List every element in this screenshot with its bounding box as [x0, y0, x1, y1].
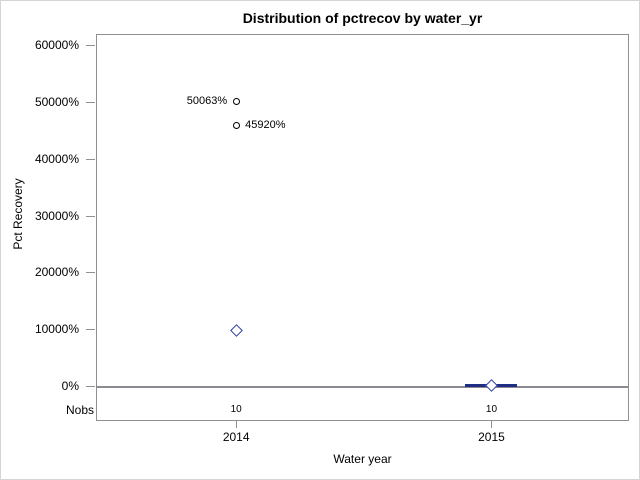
y-tick-label: 30000%: [34, 208, 79, 223]
y-tick-label: 60000%: [34, 38, 79, 52]
outlier-label: 50063%: [186, 95, 228, 108]
y-tick-mark: [86, 329, 95, 331]
x-tick-mark: [236, 421, 238, 428]
outlier-circle: [232, 121, 240, 129]
plot-area: [96, 34, 629, 421]
nobs-value: 10: [230, 404, 242, 415]
zero-reference-line: [96, 386, 629, 388]
x-tick-mark: [491, 421, 493, 428]
y-tick-label: 50000%: [34, 94, 79, 109]
outlier-label: 45920%: [245, 119, 286, 132]
x-axis-title: Water year: [333, 452, 392, 466]
y-tick-mark: [86, 158, 95, 160]
y-tick-mark: [86, 45, 95, 46]
nobs-value: 10: [485, 404, 498, 415]
outlier-circle: [232, 97, 240, 105]
nobs-row-label: Nobs: [65, 403, 94, 417]
y-tick-label: 20000%: [34, 265, 79, 280]
y-tick-label: 10000%: [34, 322, 79, 337]
y-tick-mark: [86, 101, 95, 103]
x-tick-label: 2015: [478, 430, 505, 444]
y-tick-mark: [86, 215, 95, 217]
chart-title: Distribution of pctrecov by water_yr: [242, 10, 483, 26]
y-tick-label: 0%: [61, 379, 79, 393]
y-tick-label: 40000%: [34, 151, 79, 166]
x-tick-label: 2014: [222, 430, 250, 444]
y-tick-mark: [86, 386, 95, 387]
y-tick-mark: [86, 272, 95, 274]
